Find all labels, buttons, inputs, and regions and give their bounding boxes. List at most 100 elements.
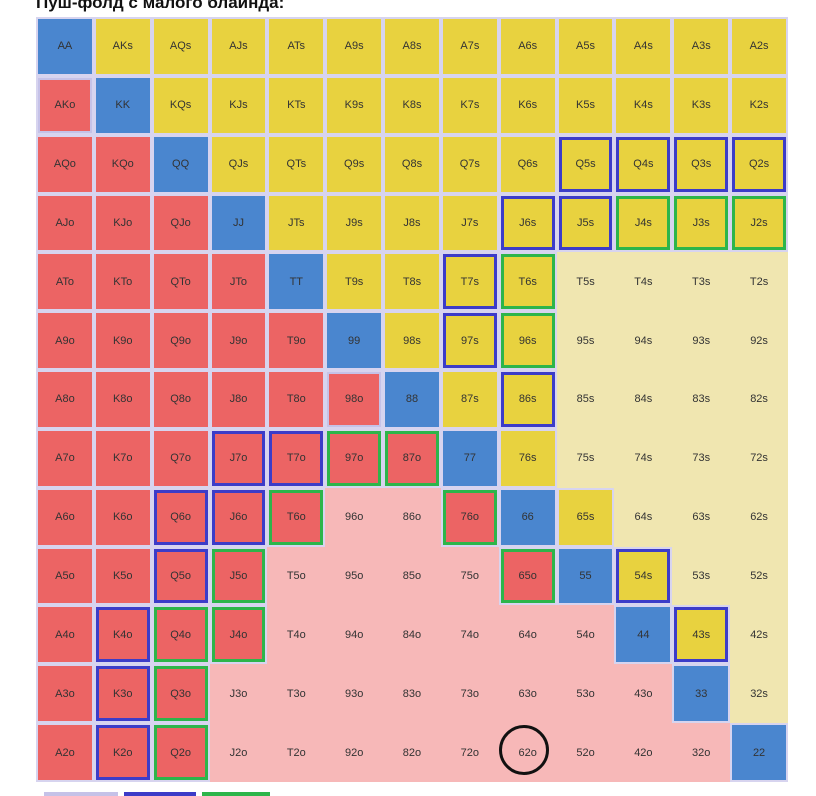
hand-label: ATo <box>38 254 92 310</box>
hand-label: 43o <box>634 687 653 700</box>
hand-cell-74s: 74s <box>614 428 673 488</box>
hand-cell-JJ: JJ <box>210 194 268 253</box>
hand-label: 65o <box>500 548 555 604</box>
hand-label: K8s <box>385 77 439 133</box>
highlight-circle <box>499 725 549 775</box>
hand-cell-T4o: T4o <box>267 605 326 665</box>
hand-label: 96o <box>344 511 364 524</box>
hand-label: 54s <box>616 548 671 604</box>
hand-label: Q4s <box>616 136 671 192</box>
hand-label: Q3o <box>153 666 208 722</box>
hand-cell-AJo: AJo <box>36 194 94 253</box>
hand-cell-ATs: ATs <box>267 17 325 76</box>
legend-blue-bar <box>124 792 196 796</box>
hand-cell-J4o: J4o <box>210 605 268 664</box>
hand-cell-75s: 75s <box>556 428 615 488</box>
hand-cell-85o: 85o <box>383 546 441 606</box>
hand-label: QJs <box>211 136 266 192</box>
hand-cell-54o: 54o <box>556 605 615 665</box>
hand-label: A2o <box>38 725 92 780</box>
hand-label: 86s <box>500 372 555 427</box>
hand-cell-A4o: A4o <box>36 605 94 664</box>
hand-cell-Q4s: Q4s <box>614 135 672 194</box>
hand-label: 43s <box>674 607 729 663</box>
hand-cell-A3o: A3o <box>36 664 94 723</box>
hand-label: KTs <box>269 77 324 133</box>
hand-cell-63o: 63o <box>498 664 557 724</box>
hand-label: A3o <box>38 666 92 722</box>
hand-label: K6o <box>95 489 150 545</box>
hand-label: K4o <box>95 607 150 663</box>
hand-label: 84s <box>634 393 653 406</box>
hand-cell-76o: 76o <box>441 488 499 547</box>
hand-label: A7s <box>442 19 497 74</box>
hand-label: J5s <box>558 195 613 251</box>
hand-cell-T4s: T4s <box>614 252 673 312</box>
hand-cell-J4s: J4s <box>614 194 672 253</box>
hand-cell-86o: 86o <box>383 487 441 547</box>
hand-label: Q7s <box>442 136 497 192</box>
hand-cell-T8s: T8s <box>383 252 441 311</box>
hand-cell-T6s: T6s <box>499 252 557 311</box>
hand-cell-74o: 74o <box>440 605 499 665</box>
hand-cell-55: 55 <box>557 547 615 606</box>
hand-label: A9s <box>327 19 382 74</box>
hand-label: A5s <box>558 19 613 74</box>
hand-cell-TT: TT <box>267 252 325 311</box>
hand-cell-A9o: A9o <box>36 311 94 370</box>
hand-cell-96o: 96o <box>325 487 384 547</box>
hand-cell-K8o: K8o <box>94 370 152 429</box>
hand-label: Q2s <box>732 136 786 192</box>
hand-label: 73o <box>460 687 480 700</box>
hand-label: Q6s <box>500 136 555 192</box>
hand-cell-33: 33 <box>672 664 730 723</box>
hand-label: K8o <box>95 372 150 427</box>
hand-label: J5o <box>211 548 266 604</box>
hand-cell-63s: 63s <box>672 487 731 547</box>
hand-label: QTs <box>269 136 324 192</box>
hand-label: 85s <box>576 393 595 406</box>
hand-label: K3o <box>95 666 150 722</box>
hand-label: 53o <box>576 687 595 700</box>
hand-label: 32s <box>750 687 768 700</box>
hand-cell-42s: 42s <box>730 605 788 665</box>
hand-cell-77: 77 <box>441 429 499 488</box>
hand-label: A6o <box>38 489 92 545</box>
hand-label: T6o <box>269 489 324 545</box>
hand-cell-KJs: KJs <box>210 76 268 135</box>
hand-cell-65s: 65s <box>557 488 615 547</box>
hand-cell-J9s: J9s <box>325 194 383 253</box>
hand-label: K6s <box>500 77 555 133</box>
hand-cell-73o: 73o <box>440 664 499 724</box>
hand-cell-KTo: KTo <box>94 252 152 311</box>
hand-cell-K4o: K4o <box>94 605 152 664</box>
hand-cell-KK: KK <box>94 76 152 135</box>
hand-label: A5o <box>38 548 92 604</box>
hand-label: J4o <box>211 607 266 663</box>
hand-label: 54o <box>576 628 595 641</box>
hand-label: QTo <box>153 254 208 310</box>
hand-label: KJo <box>95 195 150 251</box>
hand-label: J3s <box>674 195 729 251</box>
hand-label: A4o <box>38 607 92 663</box>
hand-cell-83o: 83o <box>383 664 441 724</box>
hand-label: A2s <box>732 19 786 74</box>
hand-cell-65o: 65o <box>499 547 557 606</box>
hand-cell-QTs: QTs <box>267 135 325 194</box>
hand-cell-J8s: J8s <box>383 194 441 253</box>
hand-label: AA <box>38 19 92 74</box>
hand-cell-98s: 98s <box>383 311 441 370</box>
hand-cell-KTs: KTs <box>267 76 325 135</box>
hand-label: T7s <box>442 254 497 310</box>
hand-label: AJo <box>38 195 92 251</box>
hand-cell-T6o: T6o <box>267 488 325 547</box>
hand-cell-K4s: K4s <box>614 76 672 135</box>
hand-cell-53o: 53o <box>556 664 615 724</box>
hand-cell-98o: 98o <box>325 370 383 429</box>
hand-cell-92s: 92s <box>730 311 788 371</box>
hand-cell-Q4o: Q4o <box>152 605 210 664</box>
hand-cell-62s: 62s <box>730 487 788 547</box>
hand-label: 94s <box>634 334 653 347</box>
hand-cell-43o: 43o <box>614 664 673 724</box>
hand-cell-54s: 54s <box>614 547 672 606</box>
